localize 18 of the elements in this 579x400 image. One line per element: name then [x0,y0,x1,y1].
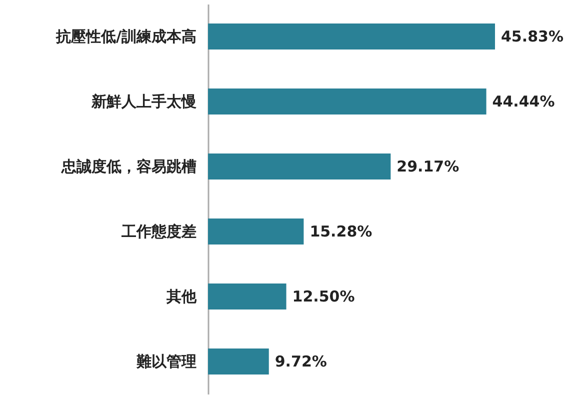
data-label: 12.50% [292,288,355,306]
bar [208,348,269,374]
y-tick-label: 抗壓性低/訓練成本高 [55,28,196,46]
data-label: 45.83% [501,28,564,46]
y-tick-label: 忠誠度低，容易跳槽 [60,158,196,176]
bar [208,218,304,244]
bar [208,88,486,114]
bar [208,24,495,50]
data-label: 15.28% [310,222,372,240]
y-tick-label: 新鮮人上手太慢 [90,92,196,110]
y-tick-label: 難以管理 [136,352,196,370]
bar [208,154,391,180]
data-label: 44.44% [492,92,555,110]
data-label: 9.72% [274,352,327,370]
data-label: 29.17% [396,158,460,176]
bar [208,284,286,310]
y-tick-label: 工作態度差 [120,222,196,240]
y-tick-label: 其他 [166,288,198,306]
